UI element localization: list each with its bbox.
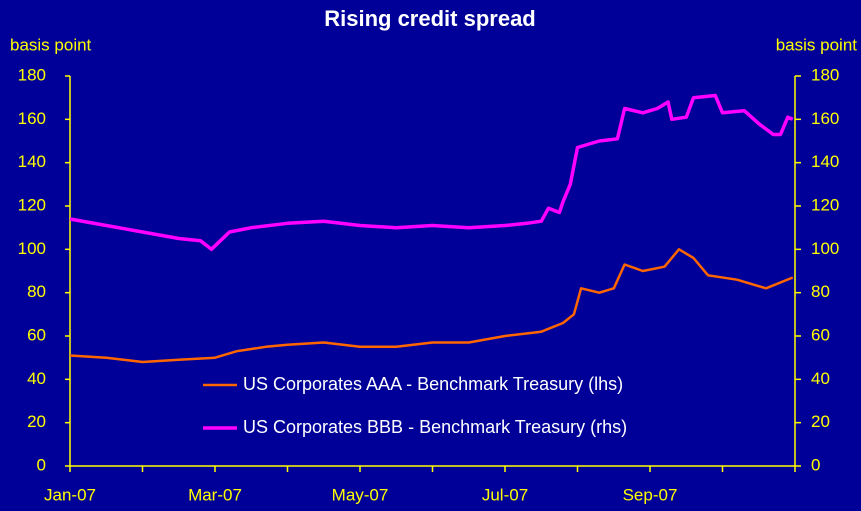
x-tick-label: May-07	[332, 485, 389, 504]
y-tick-label: 100	[18, 239, 46, 258]
x-tick-label: Mar-07	[188, 485, 242, 504]
y2-tick-label: 0	[811, 455, 820, 474]
x-tick-label: Sep-07	[623, 485, 678, 504]
y2-tick-label: 40	[811, 369, 830, 388]
y-tick-label: 180	[18, 65, 46, 84]
x-tick-label: Jul-07	[482, 485, 528, 504]
y2-axis-label: basis point	[776, 35, 858, 54]
y-tick-label: 60	[27, 325, 46, 344]
y2-tick-label: 100	[811, 239, 839, 258]
y-tick-label: 80	[27, 282, 46, 301]
chart-title: Rising credit spread	[324, 6, 536, 31]
legend-label: US Corporates BBB - Benchmark Treasury (…	[243, 417, 627, 437]
y2-tick-label: 140	[811, 152, 839, 171]
y2-tick-label: 180	[811, 65, 839, 84]
series-line	[69, 248, 794, 364]
y2-tick-label: 80	[811, 282, 830, 301]
y-tick-label: 0	[37, 455, 46, 474]
legend-label: US Corporates AAA - Benchmark Treasury (…	[243, 374, 623, 394]
y-axis-label: basis point	[10, 35, 92, 54]
y2-tick-label: 20	[811, 412, 830, 431]
y-tick-label: 40	[27, 369, 46, 388]
y2-tick-label: 60	[811, 325, 830, 344]
y2-tick-label: 160	[811, 109, 839, 128]
y-tick-label: 120	[18, 195, 46, 214]
series-line	[69, 93, 794, 252]
y-tick-label: 20	[27, 412, 46, 431]
x-tick-label: Jan-07	[44, 485, 96, 504]
y-tick-label: 140	[18, 152, 46, 171]
y2-tick-label: 120	[811, 195, 839, 214]
y-tick-label: 160	[18, 109, 46, 128]
